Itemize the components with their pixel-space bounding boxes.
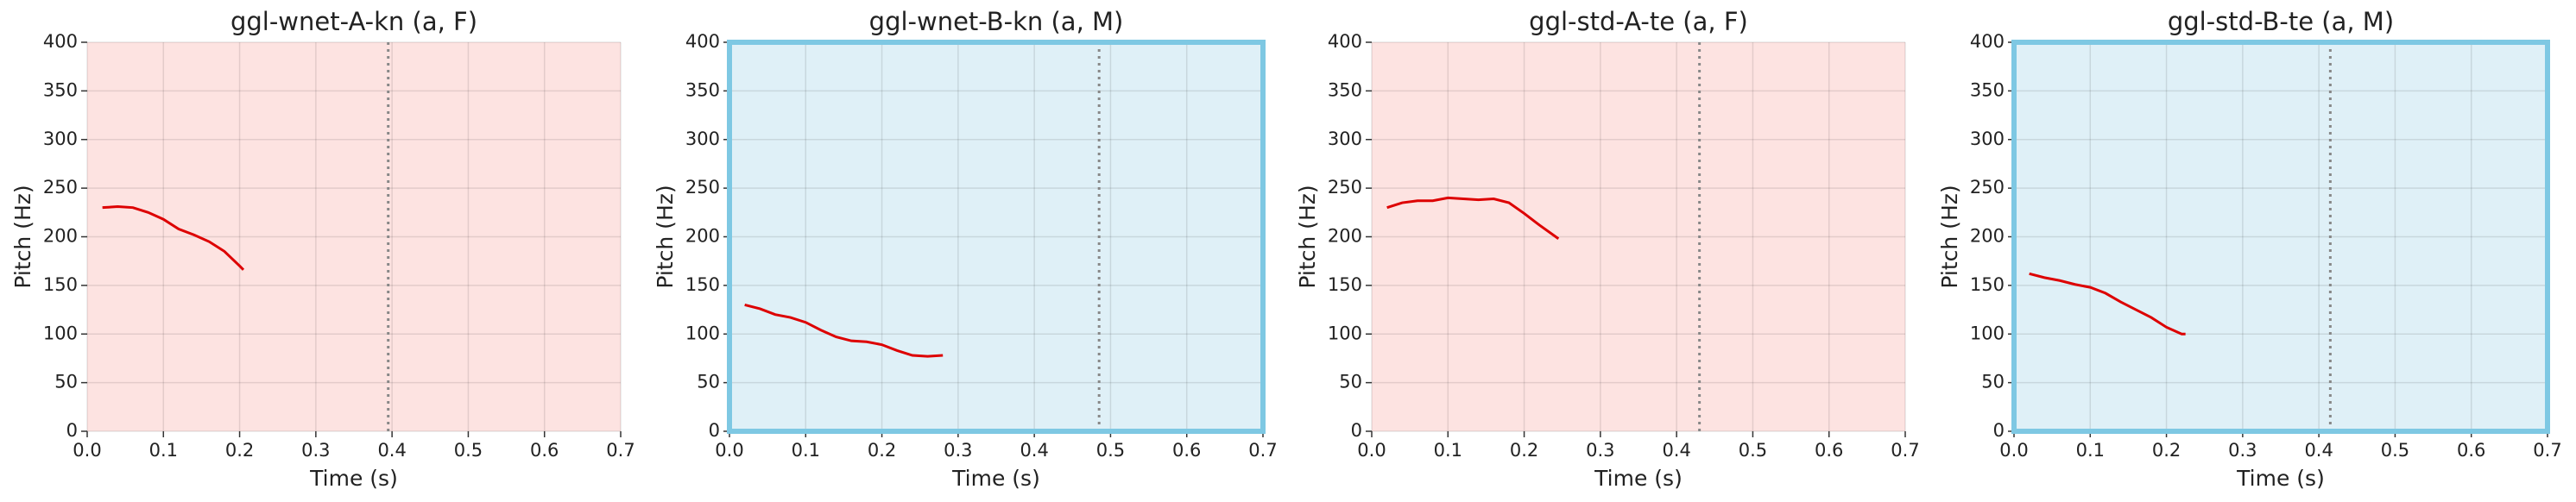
plot-background bbox=[729, 42, 1263, 431]
x-axis-label: Time (s) bbox=[951, 466, 1040, 491]
chart-title: ggl-wnet-B-kn (a, M) bbox=[869, 7, 1124, 36]
y-tick-label: 300 bbox=[1328, 129, 1362, 149]
pitch-line bbox=[744, 303, 944, 358]
x-tick-label: 0.5 bbox=[2381, 440, 2409, 461]
y-tick-label: 400 bbox=[1328, 31, 1362, 52]
plot-frame bbox=[2011, 40, 2550, 434]
plot-frame bbox=[727, 40, 1266, 434]
x-tick-label: 0.3 bbox=[944, 440, 972, 461]
x-tick-label: 0.4 bbox=[1020, 440, 1048, 461]
x-tick-label: 0.7 bbox=[1891, 440, 1919, 461]
x-tick-label: 0.0 bbox=[1357, 440, 1386, 461]
y-axis-label: Pitch (Hz) bbox=[1295, 185, 1320, 288]
plot-background bbox=[87, 42, 621, 431]
chart-title: ggl-wnet-A-kn (a, F) bbox=[230, 7, 477, 36]
x-tick-label: 0.6 bbox=[530, 440, 559, 461]
x-tick-label: 0.0 bbox=[715, 440, 743, 461]
y-tick-label: 0 bbox=[709, 420, 720, 441]
chart-title: ggl-std-B-te (a, M) bbox=[2168, 7, 2394, 36]
y-axis-label: Pitch (Hz) bbox=[10, 185, 35, 288]
x-tick-label: 0.5 bbox=[1096, 440, 1125, 461]
y-axis-label: Pitch (Hz) bbox=[653, 185, 678, 288]
y-tick-label: 250 bbox=[1328, 177, 1362, 198]
plot-background bbox=[2014, 42, 2548, 431]
y-tick-label: 350 bbox=[1970, 79, 2005, 100]
y-tick-label: 150 bbox=[685, 274, 720, 295]
y-tick-label: 250 bbox=[685, 177, 720, 198]
y-tick-label: 100 bbox=[1970, 323, 2005, 343]
x-tick-label: 0.2 bbox=[868, 440, 896, 461]
y-tick-label: 300 bbox=[685, 129, 720, 149]
x-tick-label: 0.5 bbox=[1739, 440, 1767, 461]
y-tick-label: 350 bbox=[43, 79, 78, 100]
y-tick-label: 0 bbox=[1351, 420, 1362, 441]
y-tick-label: 250 bbox=[1970, 177, 2005, 198]
y-tick-label: 0 bbox=[1993, 420, 2005, 441]
y-tick-label: 50 bbox=[54, 372, 78, 392]
x-tick-label: 0.7 bbox=[606, 440, 635, 461]
chart-title: ggl-std-A-te (a, F) bbox=[1529, 7, 1748, 36]
y-tick-label: 250 bbox=[43, 177, 78, 198]
plot-background bbox=[1372, 42, 1905, 431]
x-tick-label: 0.6 bbox=[1172, 440, 1201, 461]
y-tick-label: 150 bbox=[1970, 274, 2005, 295]
pitch-line bbox=[102, 205, 245, 271]
x-tick-label: 0.4 bbox=[377, 440, 406, 461]
y-tick-label: 200 bbox=[685, 226, 720, 247]
x-tick-label: 0.1 bbox=[792, 440, 820, 461]
x-tick-label: 0.1 bbox=[149, 440, 178, 461]
y-tick-label: 50 bbox=[1981, 372, 2005, 392]
x-tick-label: 0.6 bbox=[2457, 440, 2485, 461]
x-tick-label: 0.5 bbox=[454, 440, 483, 461]
y-tick-label: 100 bbox=[1328, 323, 1362, 343]
x-axis-label: Time (s) bbox=[2236, 466, 2325, 491]
y-tick-label: 200 bbox=[1328, 226, 1362, 247]
y-tick-label: 0 bbox=[66, 420, 78, 441]
x-axis-label: Time (s) bbox=[309, 466, 398, 491]
y-tick-label: 350 bbox=[1328, 79, 1362, 100]
x-tick-label: 0.7 bbox=[1248, 440, 1277, 461]
pitch-line bbox=[1386, 196, 1560, 240]
x-tick-label: 0.6 bbox=[1815, 440, 1843, 461]
y-tick-label: 300 bbox=[1970, 129, 2005, 149]
x-tick-label: 0.3 bbox=[2228, 440, 2257, 461]
x-tick-label: 0.4 bbox=[2304, 440, 2333, 461]
x-tick-label: 0.0 bbox=[73, 440, 101, 461]
x-tick-label: 0.1 bbox=[2076, 440, 2105, 461]
x-tick-label: 0.2 bbox=[1510, 440, 1538, 461]
x-tick-label: 0.7 bbox=[2533, 440, 2561, 461]
pitch-line bbox=[2029, 272, 2186, 336]
y-tick-label: 50 bbox=[697, 372, 720, 392]
y-tick-label: 200 bbox=[43, 226, 78, 247]
x-tick-label: 0.3 bbox=[301, 440, 330, 461]
x-axis-label: Time (s) bbox=[1594, 466, 1683, 491]
y-tick-label: 150 bbox=[43, 274, 78, 295]
x-tick-label: 0.2 bbox=[225, 440, 254, 461]
y-tick-label: 50 bbox=[1339, 372, 1362, 392]
y-tick-label: 400 bbox=[685, 31, 720, 52]
y-tick-label: 100 bbox=[43, 323, 78, 343]
y-tick-label: 100 bbox=[685, 323, 720, 343]
x-tick-label: 0.2 bbox=[2152, 440, 2181, 461]
x-tick-label: 0.1 bbox=[1434, 440, 1462, 461]
y-tick-label: 400 bbox=[43, 31, 78, 52]
y-tick-label: 300 bbox=[43, 129, 78, 149]
y-tick-label: 150 bbox=[1328, 274, 1362, 295]
y-tick-label: 400 bbox=[1970, 31, 2005, 52]
y-axis-label: Pitch (Hz) bbox=[1937, 185, 1962, 288]
x-tick-label: 0.0 bbox=[1999, 440, 2028, 461]
y-tick-label: 350 bbox=[685, 79, 720, 100]
y-tick-label: 200 bbox=[1970, 226, 2005, 247]
x-tick-label: 0.3 bbox=[1586, 440, 1614, 461]
x-tick-label: 0.4 bbox=[1662, 440, 1690, 461]
